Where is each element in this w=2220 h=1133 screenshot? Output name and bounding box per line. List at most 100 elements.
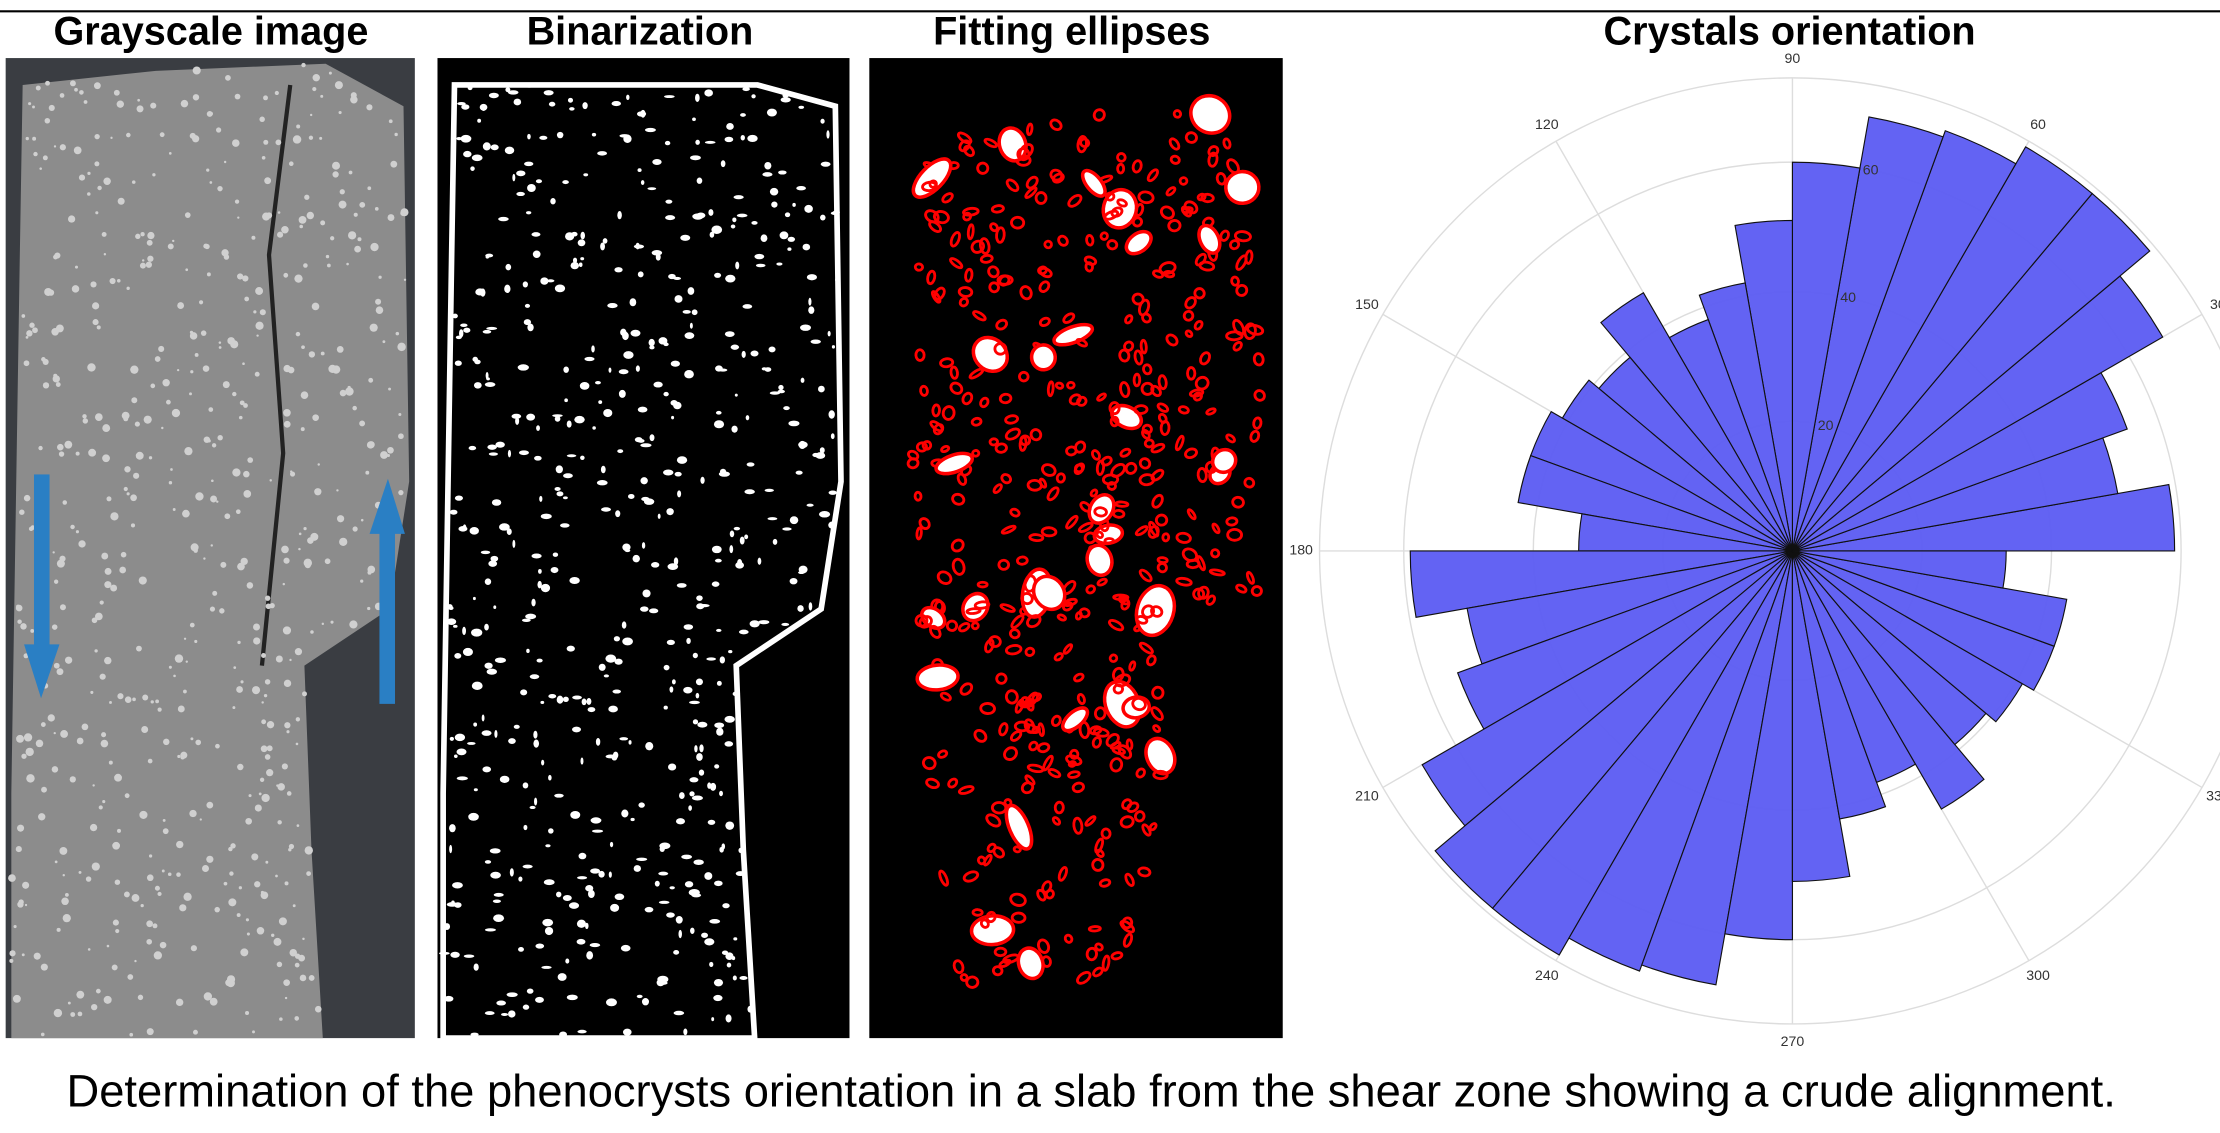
crystal xyxy=(657,975,669,983)
crystal xyxy=(131,397,138,404)
crystal xyxy=(212,590,218,596)
crystal xyxy=(189,332,198,340)
crystal xyxy=(602,238,608,244)
crystal xyxy=(605,654,617,663)
crystal xyxy=(59,93,65,98)
crystal xyxy=(206,272,211,277)
crystal xyxy=(494,657,507,663)
fitted-ellipse xyxy=(1096,392,1107,402)
crystal xyxy=(695,93,700,102)
crystal xyxy=(674,471,682,477)
crystal xyxy=(637,406,648,413)
crystal xyxy=(463,954,475,958)
crystal xyxy=(281,763,288,770)
crystal xyxy=(201,865,210,873)
crystal xyxy=(566,454,577,458)
crystal xyxy=(638,802,645,808)
crystal xyxy=(810,339,821,344)
crystal xyxy=(163,738,170,746)
crystal xyxy=(531,232,541,237)
crystal xyxy=(715,410,722,415)
crystal xyxy=(35,85,41,91)
crystal xyxy=(302,691,307,697)
crystal xyxy=(199,818,202,821)
fitted-ellipse xyxy=(1074,440,1087,454)
crystal xyxy=(796,186,806,191)
crystal xyxy=(42,155,48,161)
fitted-ellipse xyxy=(1075,337,1088,348)
crystal xyxy=(88,448,97,457)
fitted-ellipse xyxy=(1079,501,1092,513)
crystal xyxy=(350,92,357,99)
crystal xyxy=(598,400,603,405)
crystal xyxy=(180,99,189,108)
fitted-ellipse xyxy=(1148,520,1160,538)
fitted-ellipse xyxy=(936,570,953,585)
crystal xyxy=(470,166,475,171)
chart-title: Crystals orientation xyxy=(1604,9,1976,53)
crystal xyxy=(820,214,826,221)
crystal xyxy=(56,927,61,932)
crystal xyxy=(170,468,173,471)
crystal xyxy=(460,323,468,327)
fitted-ellipse xyxy=(993,946,1008,958)
crystal xyxy=(746,462,755,467)
crystal xyxy=(657,513,661,519)
crystal xyxy=(480,288,486,297)
fitted-ellipse xyxy=(949,365,959,380)
crystal xyxy=(740,113,746,117)
fitted-ellipse xyxy=(1114,673,1132,688)
crystal xyxy=(190,945,197,952)
fitted-ellipse xyxy=(1067,760,1077,768)
crystal xyxy=(382,340,386,344)
crystal xyxy=(484,382,496,387)
crystal xyxy=(726,123,734,130)
crystal xyxy=(283,408,291,417)
crystal xyxy=(569,577,580,585)
crystal xyxy=(254,371,260,377)
crystal xyxy=(253,637,261,645)
crystal xyxy=(130,494,137,502)
crystal xyxy=(403,278,407,281)
r-tick-label: 20 xyxy=(1818,418,1834,434)
fitted-ellipse xyxy=(1146,168,1159,183)
fitted-ellipse xyxy=(1152,724,1162,733)
crystal xyxy=(263,95,268,101)
crystal xyxy=(295,331,301,337)
crystal xyxy=(157,707,162,712)
crystal xyxy=(735,871,746,877)
crystal xyxy=(524,161,534,167)
theta-tick-label: 150 xyxy=(1355,297,1379,313)
crystal xyxy=(536,658,543,663)
crystal xyxy=(30,628,35,633)
crystal xyxy=(828,410,835,419)
crystal xyxy=(535,996,544,1003)
crystal xyxy=(109,277,116,285)
fitted-ellipse xyxy=(907,449,920,461)
crystal xyxy=(495,441,505,448)
fitted-ellipse xyxy=(939,691,952,702)
crystal xyxy=(327,263,331,268)
crystal xyxy=(471,628,483,637)
crystal xyxy=(312,87,317,92)
crystal xyxy=(320,94,324,98)
crystal xyxy=(17,619,22,624)
crystal xyxy=(286,730,290,734)
crystal xyxy=(562,696,569,703)
crystal xyxy=(526,648,530,654)
crystal xyxy=(609,841,614,848)
crystal xyxy=(352,526,358,532)
fitted-ellipse xyxy=(1138,641,1154,655)
crystal xyxy=(812,452,820,458)
crystal xyxy=(26,330,33,337)
fitted-ellipse xyxy=(1047,768,1062,779)
crystal xyxy=(595,381,601,385)
crystal xyxy=(209,997,218,1006)
crystal xyxy=(217,185,223,192)
crystal xyxy=(744,534,749,540)
crystal xyxy=(566,420,572,428)
crystal xyxy=(110,136,113,139)
crystal xyxy=(552,414,563,418)
crystal xyxy=(635,365,640,372)
crystal xyxy=(233,666,237,669)
